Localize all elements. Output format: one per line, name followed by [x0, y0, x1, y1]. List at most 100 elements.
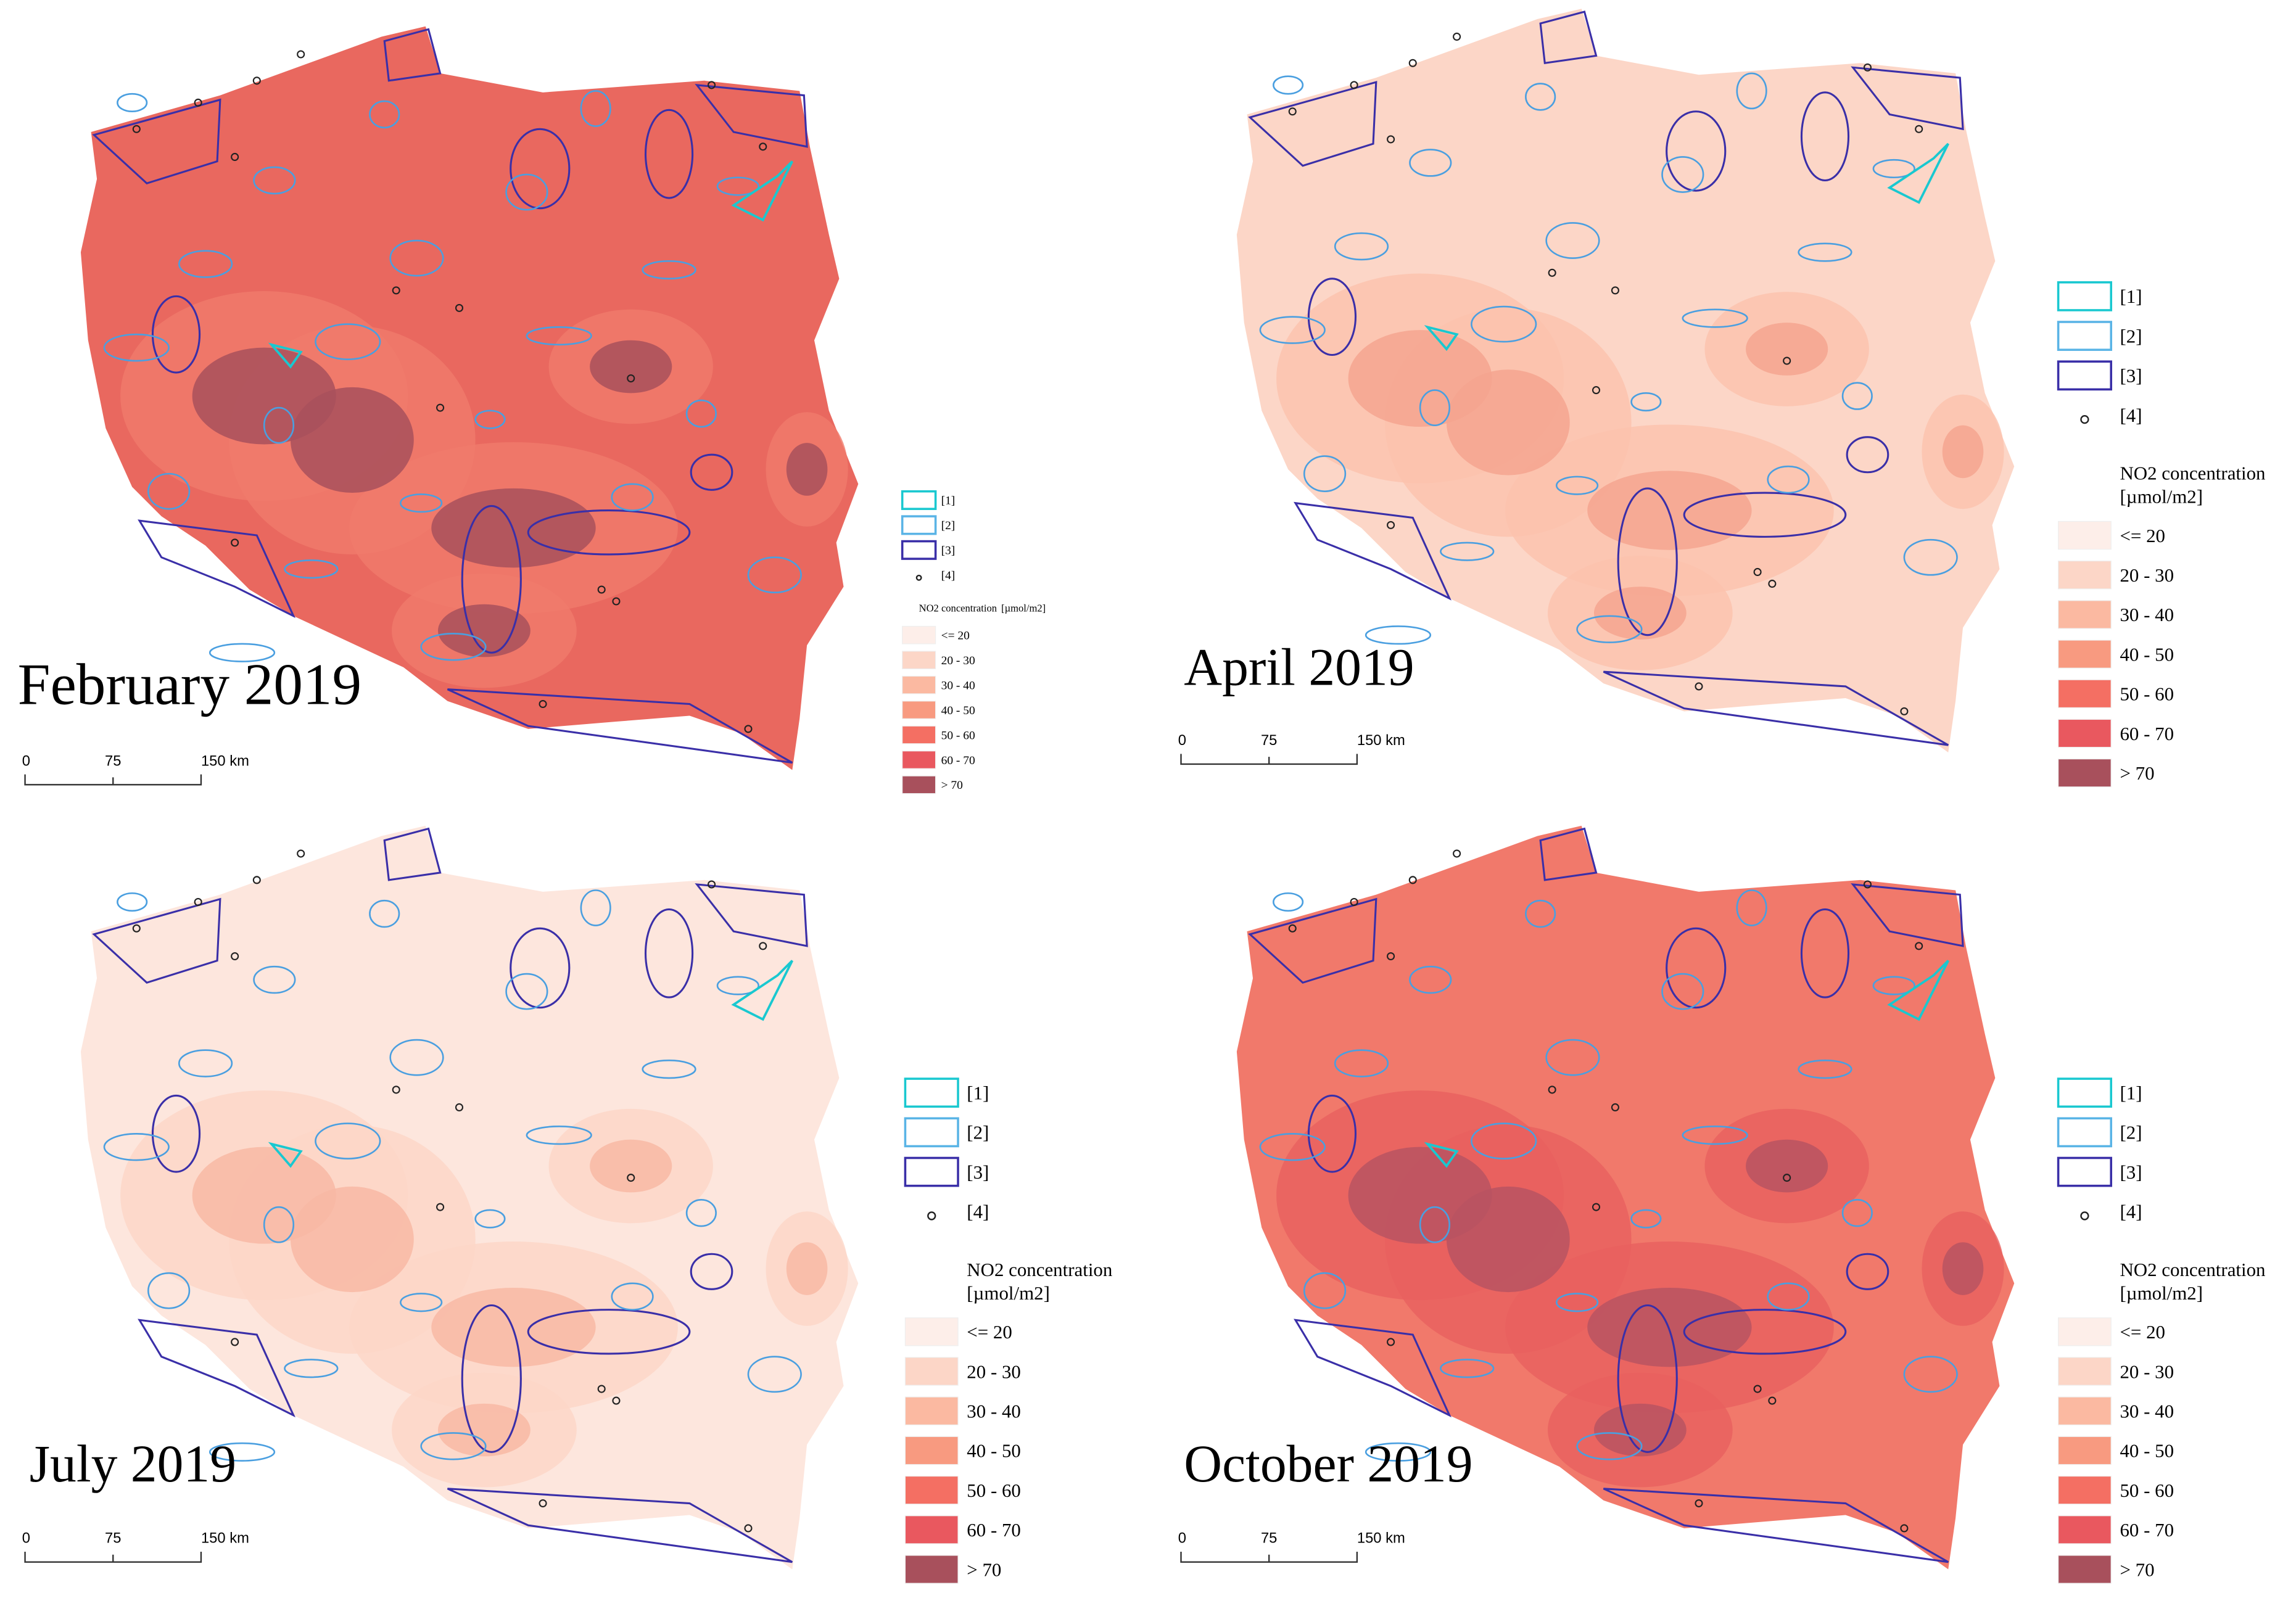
concentration-hotspot: [786, 443, 828, 496]
concentration-hotspot: [1593, 1403, 1687, 1457]
site-point: [252, 876, 261, 884]
concentration-hotspot: [1587, 471, 1752, 550]
site-point: [1695, 1499, 1703, 1508]
legend-label: <= 20: [2120, 1321, 2165, 1343]
legend-label: 40 - 50: [941, 704, 975, 717]
concentration-hotspot: [291, 387, 414, 493]
protected-area: [527, 1309, 691, 1355]
site-point: [1548, 1085, 1556, 1094]
legend-symbol: [927, 1211, 936, 1221]
site-point: [231, 1338, 239, 1346]
legend-symbol: [2057, 281, 2112, 311]
natura-area: [642, 260, 696, 280]
legend-label: 60 - 70: [967, 1519, 1021, 1541]
legend-title-line: NO2 concentration: [919, 603, 997, 614]
natura-area: [1259, 316, 1326, 344]
legend-label: 50 - 60: [941, 729, 975, 742]
natura-area: [1576, 1432, 1643, 1460]
site-point: [231, 538, 239, 547]
legend-label: 40 - 50: [2120, 1440, 2174, 1462]
legend-swatch: [2058, 679, 2112, 709]
legend-swatch: [904, 1475, 959, 1505]
legend-swatch: [904, 1436, 959, 1465]
legend-symbol: [915, 574, 922, 581]
natura-area: [1630, 1209, 1662, 1229]
site-point: [1695, 682, 1703, 691]
natura-area: [1736, 889, 1767, 926]
concentration-hotspot: [590, 1139, 672, 1193]
mountain-zone: [138, 519, 793, 764]
natura-area: [1525, 899, 1556, 928]
concentration-hotspot: [431, 1287, 596, 1367]
site-point: [759, 942, 767, 950]
legend-swatch: [902, 775, 936, 794]
natura-area: [580, 90, 611, 127]
concentration-hotspot: [431, 488, 596, 568]
legend-label: 30 - 40: [2120, 604, 2174, 625]
country-area: [1236, 9, 2015, 752]
site-point: [1453, 32, 1461, 41]
site-point: [612, 597, 621, 606]
legend-label: > 70: [967, 1559, 1001, 1580]
natura-area: [1682, 1126, 1748, 1145]
site-point: [1900, 707, 1909, 715]
natura-area: [103, 333, 170, 362]
natura-area: [1273, 75, 1304, 95]
legend-label: 20 - 30: [2120, 564, 2174, 586]
natura-area: [1798, 1060, 1852, 1079]
country-area: [80, 825, 859, 1570]
natura-area: [526, 1126, 592, 1145]
legend-label: 30 - 40: [967, 1401, 1021, 1422]
country-area: [1236, 825, 2015, 1570]
protected-area: [1666, 927, 1727, 1009]
legend-label: [1]: [2120, 286, 2142, 307]
site-point: [392, 1085, 400, 1094]
wetland-area: [268, 160, 794, 369]
concentration-hotspot: [291, 1186, 414, 1293]
legend-label: > 70: [2120, 1559, 2154, 1580]
legend-swatch: [904, 1357, 959, 1386]
concentration-hotspot: [1746, 323, 1828, 376]
panel-title: October 2019: [1184, 1435, 1472, 1493]
natura-area: [1303, 1272, 1347, 1309]
legend-swatch: [902, 701, 936, 719]
natura-area: [505, 973, 548, 1010]
concentration-hotspot: [1942, 425, 1984, 479]
legend-swatch: [2058, 1396, 2112, 1425]
scale-label: 75: [105, 752, 121, 769]
concentration-hotspot: [590, 340, 672, 393]
natura-area: [1903, 1356, 1958, 1393]
natura-area: [747, 1356, 802, 1393]
site-point: [1768, 579, 1777, 588]
wetland-area: [268, 960, 794, 1168]
protected-area: [1800, 91, 1850, 182]
coastal-zone: [92, 827, 808, 984]
legend-label: [1]: [967, 1082, 989, 1103]
natura-area: [147, 472, 191, 510]
site-point: [297, 849, 305, 858]
map: [80, 825, 859, 1570]
site-point: [744, 1524, 753, 1533]
legend-label: 20 - 30: [941, 654, 975, 667]
site-point: [1863, 63, 1872, 72]
natura-area: [420, 1432, 487, 1460]
site-point: [1915, 942, 1923, 950]
natura-area: [716, 176, 759, 196]
natura-area: [716, 976, 759, 995]
legend-symbol: [2057, 1117, 2112, 1148]
site-point: [455, 1103, 464, 1111]
legend-label: [4]: [2120, 1201, 2142, 1222]
site-point: [597, 585, 606, 594]
natura-area: [103, 1132, 170, 1161]
natura-area: [178, 250, 233, 278]
scale-label: 150 km: [201, 752, 249, 769]
legend-swatch: [2058, 1515, 2112, 1544]
natura-area: [117, 93, 148, 113]
legend-label: 40 - 50: [2120, 643, 2174, 665]
legend-swatch: [904, 1515, 959, 1544]
site-point: [627, 1174, 635, 1182]
legend-swatch: [2058, 1357, 2112, 1386]
legend-label: 50 - 60: [2120, 683, 2174, 705]
natura-area: [505, 173, 548, 211]
